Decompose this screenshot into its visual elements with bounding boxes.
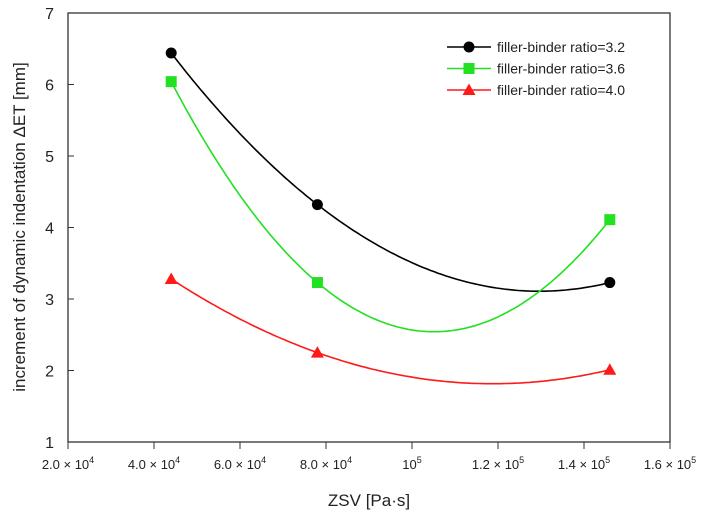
x-tick-mantissa: 4.0 × 10 xyxy=(128,457,175,472)
data-point xyxy=(311,199,323,211)
legend-label: filler-binder ratio=3.2 xyxy=(497,39,625,55)
y-tick-label: 2 xyxy=(45,364,54,381)
legend-label: filler-binder ratio=3.6 xyxy=(497,61,625,77)
series-2 xyxy=(165,76,616,333)
legend-item: filler-binder ratio=4.0 xyxy=(447,82,625,98)
x-tick-label: 8.0 × 104 xyxy=(300,455,352,472)
y-tick-label: 1 xyxy=(45,435,54,452)
data-point xyxy=(165,47,177,59)
x-tick-mantissa: 10 xyxy=(402,457,416,472)
data-point xyxy=(604,214,616,226)
x-tick-mantissa: 8.0 × 10 xyxy=(300,457,347,472)
y-tick-label: 3 xyxy=(45,292,54,309)
data-point xyxy=(603,363,617,375)
x-tick-label: 1.6 × 105 xyxy=(644,455,696,472)
data-point xyxy=(310,346,324,358)
x-axis-label: ZSV [Pa·s] xyxy=(328,491,410,510)
legend-label: filler-binder ratio=4.0 xyxy=(497,82,625,98)
data-point xyxy=(604,277,616,289)
x-tick-mantissa: 1.4 × 10 xyxy=(558,457,605,472)
series-line xyxy=(170,81,611,333)
x-tick-label: 1.2 × 105 xyxy=(472,455,524,472)
series-line xyxy=(170,52,610,292)
x-tick-label: 1.4 × 105 xyxy=(558,455,610,472)
legend-marker xyxy=(462,83,476,95)
data-point xyxy=(164,272,178,284)
x-tick-label: 2.0 × 104 xyxy=(42,455,94,472)
legend-item: filler-binder ratio=3.2 xyxy=(447,39,625,55)
legend-marker xyxy=(463,63,475,74)
legend-item: filler-binder ratio=3.6 xyxy=(447,61,625,77)
series-line xyxy=(170,278,610,385)
y-axis-label: increment of dynamic indentation ΔET [mm… xyxy=(10,62,29,391)
series-3 xyxy=(164,272,617,385)
x-tick-mantissa: 1.2 × 10 xyxy=(472,457,519,472)
y-tick-label: 6 xyxy=(45,78,54,95)
x-tick-exponent: 5 xyxy=(417,455,422,465)
x-tick-mantissa: 2.0 × 10 xyxy=(42,457,89,472)
x-tick-exponent: 4 xyxy=(261,455,266,465)
x-tick-exponent: 5 xyxy=(519,455,524,465)
data-point xyxy=(311,277,323,289)
x-tick-label: 4.0 × 104 xyxy=(128,455,180,472)
x-tick-exponent: 4 xyxy=(89,455,94,465)
legend-marker xyxy=(463,41,475,53)
y-tick-label: 4 xyxy=(45,221,54,238)
x-tick-label: 6.0 × 104 xyxy=(214,455,266,472)
x-tick-exponent: 5 xyxy=(605,455,610,465)
x-tick-exponent: 4 xyxy=(347,455,352,465)
plot-frame xyxy=(67,12,671,443)
x-tick-exponent: 4 xyxy=(175,455,180,465)
x-tick-mantissa: 1.6 × 10 xyxy=(644,457,691,472)
y-tick-label: 7 xyxy=(45,6,54,23)
x-tick-exponent: 5 xyxy=(691,455,696,465)
y-tick-label: 5 xyxy=(45,149,54,166)
data-point xyxy=(165,76,177,88)
x-tick-label: 105 xyxy=(402,455,421,472)
x-tick-mantissa: 6.0 × 10 xyxy=(214,457,261,472)
series-1 xyxy=(165,47,616,292)
